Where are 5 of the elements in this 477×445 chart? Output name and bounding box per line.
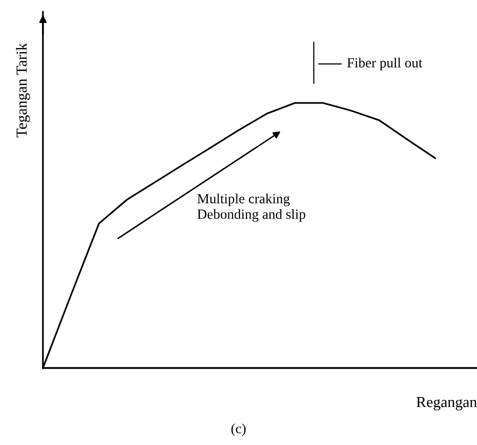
y-axis-title: Tegangan Tarik xyxy=(16,42,30,138)
text: Fiber pull out xyxy=(347,58,422,70)
x-axis-title: Regangan xyxy=(416,397,477,410)
annotation: Multiple craking Debonding and slip xyxy=(197,194,306,222)
text: (c) xyxy=(231,424,246,436)
